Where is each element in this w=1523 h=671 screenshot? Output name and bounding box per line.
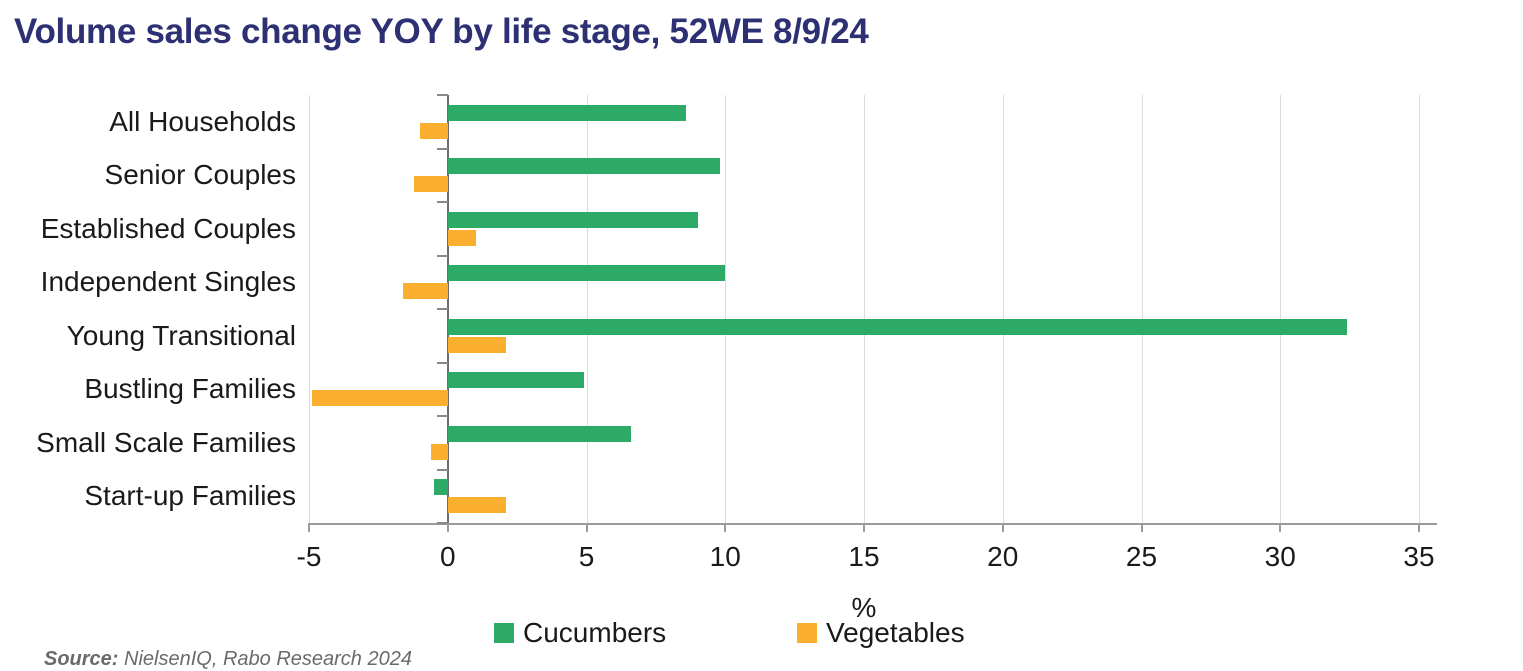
bar-cucumbers bbox=[447, 372, 584, 388]
x-axis-tick bbox=[308, 523, 310, 532]
bar-cucumbers bbox=[447, 425, 631, 442]
x-axis-label: % bbox=[851, 592, 877, 623]
category-boundary-tick bbox=[436, 94, 448, 96]
bar-vegetables bbox=[414, 176, 448, 192]
category-label: Independent Singles bbox=[40, 266, 296, 298]
gridline bbox=[309, 95, 310, 523]
x-axis-tick bbox=[585, 523, 588, 532]
legend-label-cucumbers: Cucumbers bbox=[523, 617, 667, 648]
bar-cucumbers bbox=[447, 158, 720, 174]
bar-cucumbers bbox=[447, 265, 726, 281]
x-tick-label: 35 bbox=[1403, 541, 1435, 572]
x-axis-tick bbox=[1279, 523, 1282, 532]
x-tick-label: 20 bbox=[987, 541, 1019, 572]
category-label: Start-up Families bbox=[84, 480, 296, 512]
bar-cucumbers bbox=[447, 104, 687, 121]
x-axis-tick bbox=[724, 523, 727, 532]
category-label: Small Scale Families bbox=[36, 426, 296, 458]
x-tick-label: 30 bbox=[1264, 541, 1296, 572]
vegetables-legend-swatch-icon bbox=[797, 623, 817, 643]
gridline bbox=[1002, 95, 1004, 523]
category-boundary-tick bbox=[436, 468, 448, 471]
source-prefix: Source: bbox=[44, 648, 119, 670]
x-tick-label: 25 bbox=[1125, 541, 1158, 572]
bar-vegetables bbox=[311, 390, 448, 406]
category-label: Senior Couples bbox=[104, 159, 296, 191]
bar-vegetables bbox=[447, 497, 507, 513]
legend-item-vegetables: Vegetables bbox=[797, 617, 965, 649]
x-tick-label: 5 bbox=[578, 541, 595, 572]
bar-cucumbers bbox=[447, 211, 698, 228]
category-boundary-tick bbox=[436, 308, 448, 310]
x-tick-label: -5 bbox=[296, 541, 322, 572]
x-axis-tick bbox=[1418, 523, 1420, 532]
bar-vegetables bbox=[420, 122, 448, 139]
category-boundary-tick bbox=[436, 201, 448, 203]
category-label: Young Transitional bbox=[66, 319, 296, 351]
gridline bbox=[864, 95, 865, 523]
x-axis-tick bbox=[446, 523, 449, 532]
gridline bbox=[1280, 95, 1282, 523]
bar-cucumbers bbox=[433, 479, 448, 495]
x-axis-tick bbox=[863, 523, 865, 532]
category-label: All Households bbox=[109, 105, 296, 137]
category-label: Established Couples bbox=[40, 212, 296, 244]
chart-title: Volume sales change YOY by life stage, 5… bbox=[14, 12, 869, 51]
cucumbers-legend-swatch-icon bbox=[494, 623, 514, 643]
gridline bbox=[725, 95, 727, 523]
category-boundary-tick bbox=[436, 254, 448, 257]
gridline bbox=[586, 95, 588, 523]
x-axis-line bbox=[309, 523, 1437, 525]
zero-axis-line bbox=[446, 95, 449, 523]
bar-vegetables bbox=[403, 283, 448, 299]
category-boundary-tick bbox=[436, 361, 448, 364]
bar-vegetables bbox=[431, 443, 448, 460]
source-text: NielsenIQ, Rabo Research 2024 bbox=[118, 648, 412, 670]
gridline bbox=[1141, 95, 1143, 523]
bar-cucumbers bbox=[447, 318, 1347, 335]
legend-label-vegetables: Vegetables bbox=[826, 617, 965, 648]
legend-item-cucumbers: Cucumbers bbox=[494, 617, 666, 649]
x-tick-label: 0 bbox=[439, 541, 456, 572]
bar-vegetables bbox=[447, 229, 476, 246]
category-label: Bustling Families bbox=[84, 373, 296, 405]
source-note: Source: NielsenIQ, Rabo Research 2024 bbox=[44, 648, 412, 671]
category-boundary-tick bbox=[436, 147, 448, 150]
x-axis-tick bbox=[1140, 523, 1143, 532]
category-boundary-tick bbox=[436, 522, 448, 524]
x-axis-tick bbox=[1001, 523, 1004, 532]
x-tick-label: 10 bbox=[709, 541, 741, 572]
category-boundary-tick bbox=[436, 415, 448, 417]
x-tick-label: 15 bbox=[848, 541, 880, 572]
gridline bbox=[1419, 95, 1420, 523]
bar-vegetables bbox=[447, 336, 507, 353]
